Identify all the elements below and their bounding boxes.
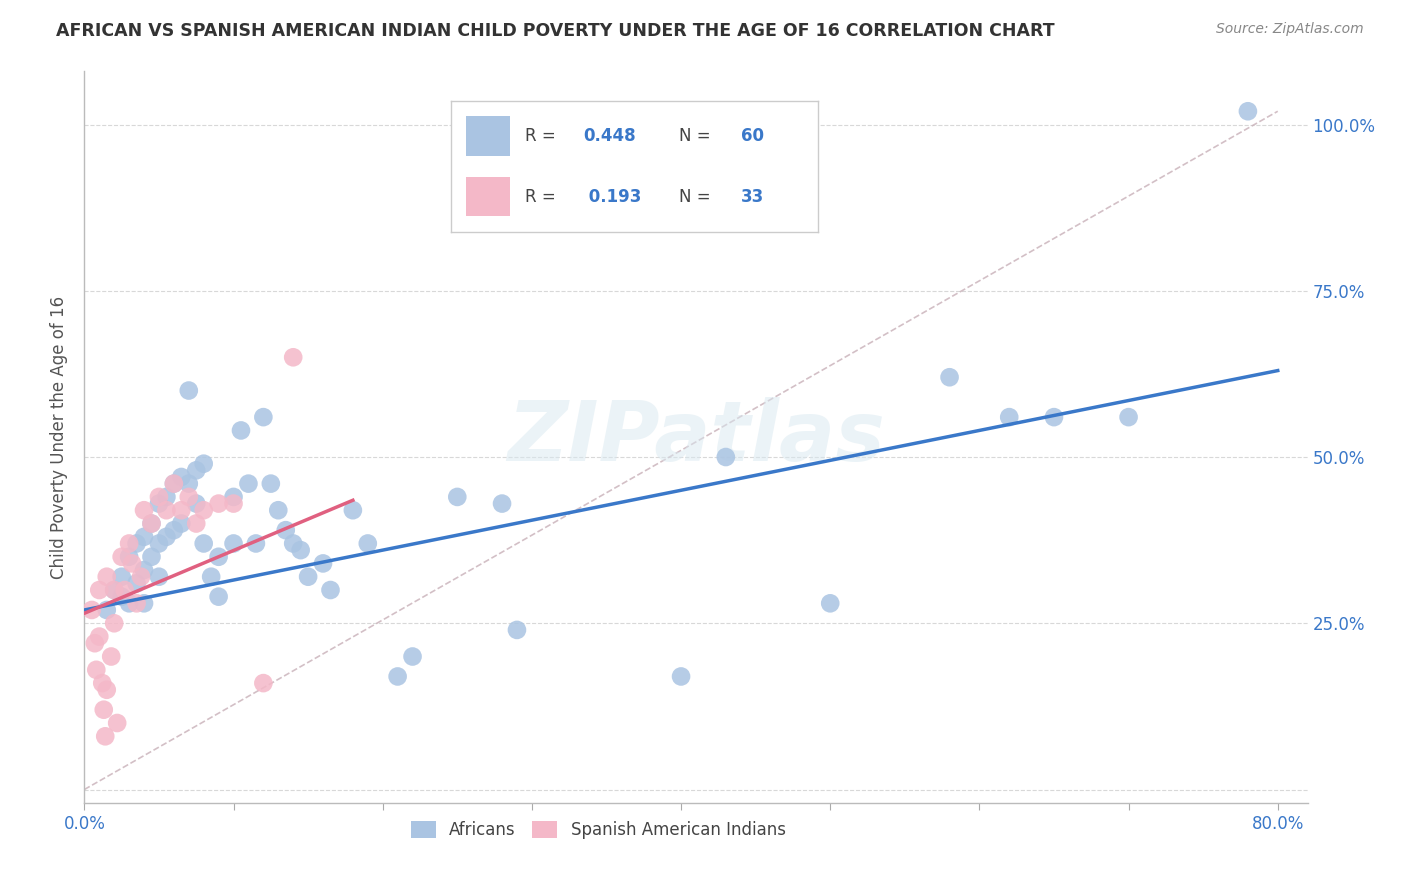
Point: [207, 549, 229, 564]
Point: [357, 536, 380, 550]
Point: [111, 590, 134, 604]
Point: [80, 603, 103, 617]
Point: [148, 490, 170, 504]
Point: [1237, 104, 1260, 119]
Point: [148, 497, 170, 511]
Point: [274, 523, 297, 537]
Point: [132, 530, 155, 544]
Point: [155, 490, 177, 504]
Point: [103, 616, 125, 631]
Point: [111, 549, 134, 564]
Point: [155, 503, 177, 517]
Point: [669, 669, 692, 683]
Text: Source: ZipAtlas.com: Source: ZipAtlas.com: [1216, 22, 1364, 37]
Point: [193, 457, 215, 471]
Point: [283, 351, 305, 365]
Point: [207, 497, 229, 511]
Point: [342, 503, 364, 517]
Point: [96, 603, 118, 617]
Point: [103, 582, 125, 597]
Point: [141, 516, 163, 531]
Point: [100, 649, 122, 664]
Point: [170, 503, 193, 517]
Point: [170, 516, 193, 531]
Point: [283, 536, 305, 550]
Point: [714, 450, 737, 464]
Point: [177, 490, 200, 504]
Point: [125, 536, 148, 550]
Point: [238, 476, 260, 491]
Point: [148, 536, 170, 550]
Point: [1043, 410, 1066, 425]
Point: [998, 410, 1021, 425]
Point: [229, 424, 252, 438]
Point: [89, 630, 111, 644]
Point: [121, 557, 143, 571]
Point: [267, 503, 290, 517]
Point: [111, 570, 134, 584]
Point: [132, 563, 155, 577]
Point: [938, 370, 960, 384]
Point: [96, 682, 118, 697]
Point: [193, 503, 215, 517]
Point: [170, 470, 193, 484]
Point: [125, 596, 148, 610]
Point: [401, 649, 423, 664]
Point: [105, 716, 128, 731]
Point: [297, 570, 319, 584]
Point: [89, 582, 111, 597]
Point: [446, 490, 468, 504]
Point: [84, 663, 107, 677]
Point: [148, 570, 170, 584]
Point: [118, 536, 141, 550]
Point: [93, 703, 115, 717]
Point: [260, 476, 283, 491]
Point: [141, 516, 163, 531]
Point: [222, 497, 245, 511]
Y-axis label: Child Poverty Under the Age of 16: Child Poverty Under the Age of 16: [49, 295, 67, 579]
Point: [222, 536, 245, 550]
Point: [132, 596, 155, 610]
Point: [114, 582, 136, 597]
Point: [125, 576, 148, 591]
Point: [319, 582, 342, 597]
Point: [222, 490, 245, 504]
Point: [818, 596, 841, 610]
Point: [491, 497, 513, 511]
Legend: Africans, Spanish American Indians: Africans, Spanish American Indians: [404, 814, 792, 846]
Point: [207, 590, 229, 604]
Point: [155, 530, 177, 544]
Point: [1118, 410, 1140, 425]
Point: [186, 516, 208, 531]
Point: [96, 570, 118, 584]
Point: [252, 410, 274, 425]
Point: [118, 549, 141, 564]
Point: [245, 536, 267, 550]
Point: [506, 623, 529, 637]
Point: [252, 676, 274, 690]
Point: [83, 636, 105, 650]
Point: [290, 543, 312, 558]
Point: [129, 570, 152, 584]
Point: [118, 596, 141, 610]
Point: [103, 582, 125, 597]
Point: [177, 384, 200, 398]
Point: [387, 669, 409, 683]
Point: [91, 676, 114, 690]
Point: [94, 729, 117, 743]
Point: [177, 476, 200, 491]
Point: [163, 523, 186, 537]
Point: [132, 503, 155, 517]
Point: [312, 557, 335, 571]
Point: [186, 463, 208, 477]
Point: [200, 570, 222, 584]
Point: [141, 549, 163, 564]
Point: [186, 497, 208, 511]
Text: ZIPatlas: ZIPatlas: [508, 397, 884, 477]
Point: [163, 476, 186, 491]
Text: AFRICAN VS SPANISH AMERICAN INDIAN CHILD POVERTY UNDER THE AGE OF 16 CORRELATION: AFRICAN VS SPANISH AMERICAN INDIAN CHILD…: [56, 22, 1054, 40]
Point: [193, 536, 215, 550]
Point: [163, 476, 186, 491]
